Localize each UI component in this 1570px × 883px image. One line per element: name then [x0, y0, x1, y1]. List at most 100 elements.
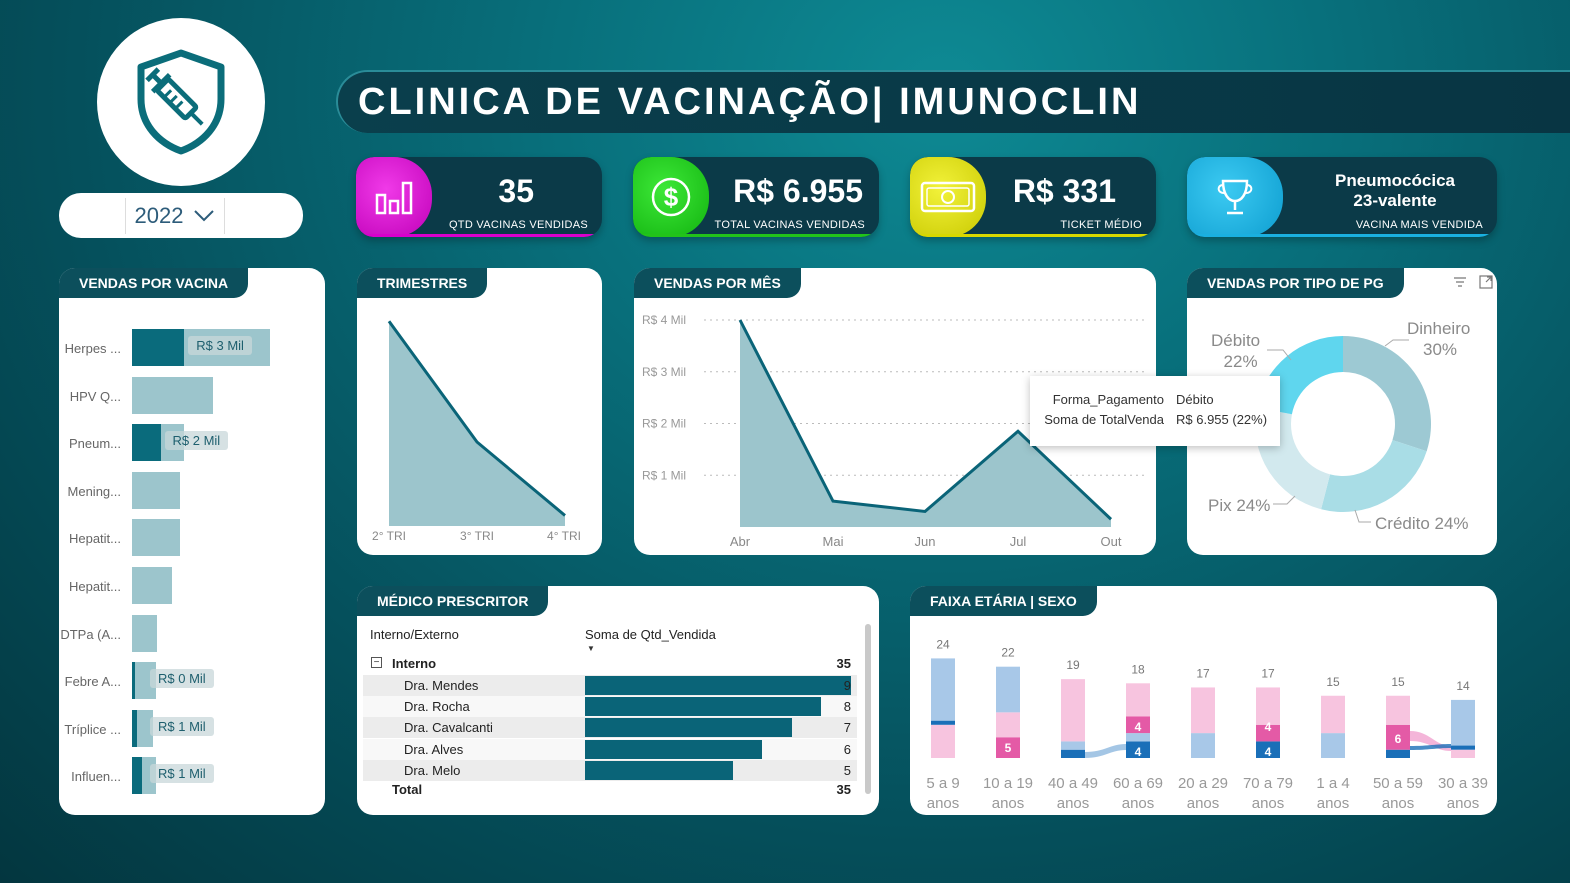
bar-highlight[interactable] — [132, 662, 135, 700]
total-label: Total — [392, 782, 423, 797]
y-tick-label: R$ 3 Mil — [642, 365, 686, 379]
row-value: 7 — [843, 720, 851, 736]
column-header[interactable]: Interno/Externo — [370, 627, 459, 642]
donut-slice — [1343, 336, 1431, 452]
x-tick-label: 1 a 4 — [1316, 775, 1349, 792]
year-value: 2022 — [134, 203, 184, 228]
data-bar — [585, 676, 851, 695]
x-tick-label: 10 a 19 — [983, 775, 1033, 792]
bar-data-label: R$ 1 Mil — [150, 764, 214, 784]
chevron-down-icon[interactable] — [193, 209, 215, 223]
bar-total-label: 14 — [1456, 679, 1470, 693]
bar-category-label: HPV Q... — [69, 388, 121, 404]
y-tick-label: R$ 2 Mil — [642, 417, 686, 431]
faixa-etaria-chart[interactable]: 24 5 a 9 anos 22 10 a 19 anos 5 19 40 a 49 anos 18… — [910, 586, 1497, 815]
tooltip-key: Soma de TotalVenda — [1044, 412, 1164, 427]
table-row[interactable]: Dra. Cavalcanti 7 — [363, 717, 857, 739]
kpi-label: VACINA MAIS VENDIDA — [1355, 219, 1483, 231]
column-header[interactable]: Soma de Qtd_Vendida — [585, 627, 716, 642]
total-value: 35 — [836, 782, 851, 797]
bar-segment — [1451, 749, 1475, 758]
sort-icon[interactable]: ▼ — [587, 644, 595, 653]
x-tick-label: anos — [1187, 795, 1220, 812]
bar-highlight[interactable] — [132, 329, 185, 366]
bar[interactable] — [132, 709, 153, 747]
scrollbar[interactable] — [865, 624, 871, 794]
collapse-icon[interactable]: − — [371, 657, 382, 668]
bar-total-label: 22 — [1001, 646, 1015, 660]
bar-category-label: Hepatit... — [68, 531, 121, 547]
expand-icon[interactable] — [1479, 275, 1493, 289]
panel-medico-prescritor: MÉDICO PRESCRITOR Interno/Externo Soma d… — [357, 586, 879, 815]
bar-chart-icon — [375, 181, 413, 215]
bar[interactable] — [132, 614, 157, 652]
bar-segment — [1386, 695, 1410, 725]
row-name: Dra. Mendes — [404, 678, 479, 693]
row-value: 9 — [843, 678, 851, 693]
year-filter[interactable]: 2022 — [59, 193, 303, 238]
x-tick-label: 4° TRI — [547, 529, 581, 543]
row-value: 5 — [843, 762, 851, 778]
bar-segment — [1321, 733, 1345, 758]
bar-category-label: Tríplice ... — [64, 721, 121, 737]
x-tick-label: 70 a 79 — [1243, 775, 1293, 792]
bar-segment — [996, 666, 1020, 713]
panel-trimestres: TRIMESTRES 2° TRI 3° TRI 4° TRI — [357, 268, 602, 555]
bar[interactable] — [132, 376, 213, 414]
x-tick-label: anos — [1122, 795, 1155, 812]
row-name: Dra. Alves — [404, 741, 464, 757]
bar-total-label: 24 — [936, 637, 950, 651]
x-tick-label: 60 a 69 — [1113, 775, 1163, 792]
filter-icon[interactable] — [1453, 276, 1467, 288]
money-icon — [920, 181, 976, 213]
table-row[interactable]: Dra. Mendes 9 — [363, 675, 857, 696]
bar-category-label: Influen... — [71, 769, 121, 785]
x-tick-label: anos — [992, 795, 1025, 812]
bar-highlight[interactable] — [132, 757, 142, 795]
ribbon — [1085, 744, 1126, 758]
bar[interactable] — [132, 662, 156, 700]
table-row[interactable]: Dra. Alves 6 — [363, 738, 857, 760]
x-tick-label: 20 a 29 — [1178, 775, 1228, 792]
table-row[interactable]: Dra. Melo 5 — [363, 759, 857, 781]
bar[interactable] — [132, 471, 180, 509]
bar-segment — [1126, 683, 1150, 717]
x-tick-label: anos — [1057, 795, 1090, 812]
x-tick-label: Out — [1101, 534, 1122, 549]
bar-highlight[interactable] — [132, 709, 137, 747]
kpi-ticket-medio: R$ 331 TICKET MÉDIO — [910, 157, 1156, 237]
bar-highlight[interactable] — [132, 424, 161, 462]
x-tick-label: Jun — [915, 534, 936, 549]
bar[interactable] — [132, 519, 180, 557]
trimestres-chart[interactable]: 2° TRI 3° TRI 4° TRI — [357, 268, 602, 555]
pie-label-name: Débito — [1211, 331, 1261, 350]
page-title: CLINICA DE VACINAÇÃO| IMUNOCLIN — [358, 81, 1142, 123]
bar-data-label: R$ 3 Mil — [188, 336, 252, 355]
y-tick-label: R$ 1 Mil — [642, 468, 686, 482]
pie-label-dinheiro: Dinheiro 30% — [1407, 318, 1470, 360]
bar-category-label: Hepatit... — [68, 579, 121, 594]
kpi-icon-box — [910, 157, 986, 237]
x-tick-label: anos — [1382, 795, 1415, 812]
panel-vendas-por-vacina: VENDAS POR VACINA Herpes ... R$ 3 Mil HPV … — [59, 268, 325, 815]
bar-segment — [1451, 745, 1475, 750]
table-row[interactable]: Dra. Rocha 8 — [363, 696, 857, 718]
vendas-mes-chart[interactable]: R$ 4 Mil R$ 3 Mil R$ 2 Mil R$ 1 Mil Abr Mai Ju… — [634, 268, 1156, 555]
pie-label-name: Dinheiro — [1407, 319, 1471, 338]
bar-category-label: Febre A... — [64, 674, 121, 690]
pie-label-pct: 30% — [1423, 340, 1458, 359]
x-tick-label: Abr — [730, 534, 751, 549]
tooltip-value: R$ 6.955 (22%) — [1176, 412, 1268, 427]
kpi-label: TICKET MÉDIO — [1060, 219, 1142, 231]
leader-line — [1354, 509, 1371, 523]
data-bar — [585, 739, 763, 759]
x-tick-label: 5 a 9 — [926, 775, 959, 792]
kpi-value: Pneumocócica 23-valente — [1293, 171, 1497, 211]
pie-label-pix: Pix 24% — [1208, 496, 1271, 515]
leader-line — [1273, 495, 1296, 505]
bar-segment — [1256, 687, 1280, 725]
row-name: Dra. Rocha — [404, 699, 470, 715]
bar-segment — [1126, 733, 1150, 742]
bar[interactable] — [132, 567, 172, 604]
bar-category-label: DTPa (A... — [60, 626, 121, 642]
